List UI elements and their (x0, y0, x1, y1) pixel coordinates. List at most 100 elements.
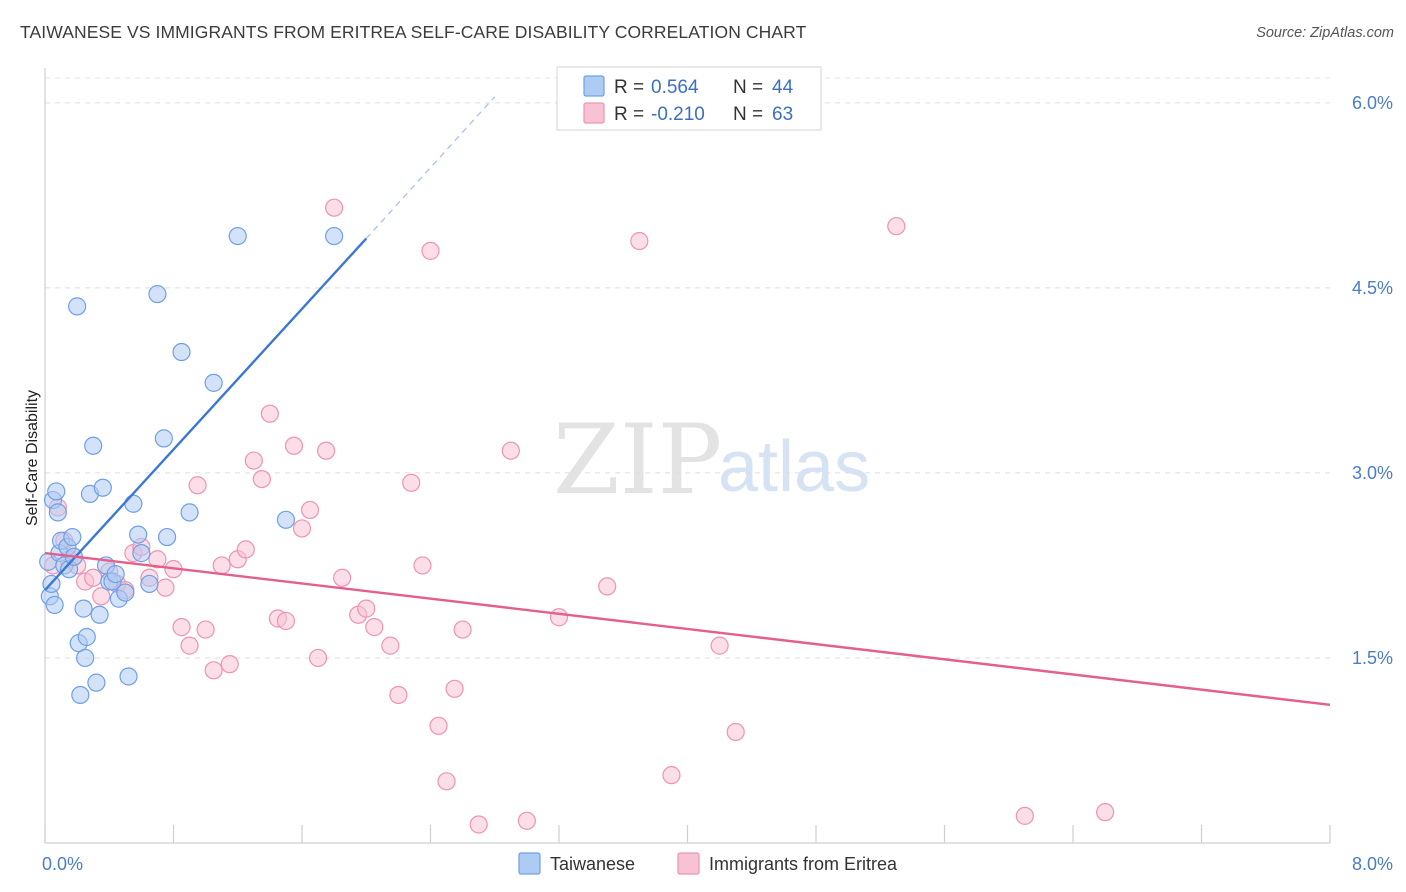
taiwanese-point (116, 583, 135, 602)
taiwanese-point (48, 503, 67, 522)
eritrea-point (453, 620, 472, 639)
taiwanese-point (129, 525, 148, 544)
bottom-legend: Taiwanese Immigrants from Eritrea (518, 852, 898, 875)
eritrea-point (252, 469, 271, 489)
taiwanese-trend-line (44, 237, 368, 591)
x-tick-label: 0.0% (42, 854, 83, 874)
taiwanese-trend-extension (365, 96, 496, 239)
taiwanese-point (180, 503, 199, 522)
eritrea-point (630, 231, 649, 251)
legend-n-label: N = (733, 77, 763, 98)
legend-r-value: -0.210 (651, 104, 705, 125)
legend-n-value: 63 (772, 104, 793, 125)
taiwanese-point (132, 544, 151, 563)
legend-r-label: R = (614, 77, 644, 98)
eritrea-point (469, 815, 488, 834)
taiwanese-point (276, 510, 296, 529)
taiwanese-point (204, 373, 223, 392)
legend: R = 0.564 N = 44 R = -0.210 N = 63 (556, 66, 822, 131)
eritrea-point (389, 685, 408, 705)
eritrea-point (365, 618, 384, 637)
taiwanese-point (84, 436, 103, 455)
y-tick-label: 6.0% (1352, 93, 1393, 113)
eritrea-point (445, 679, 464, 698)
eritrea-point (549, 608, 569, 627)
y-tick-label: 4.5% (1352, 278, 1393, 298)
legend-r-label: R = (614, 104, 644, 125)
eritrea-point (413, 556, 432, 575)
taiwanese-point (172, 342, 191, 362)
taiwanese-point (74, 599, 93, 618)
eritrea-point (325, 198, 344, 217)
taiwanese-point (154, 429, 173, 448)
taiwanese-point (106, 564, 125, 584)
eritrea-point (357, 599, 376, 618)
eritrea-point (1096, 803, 1115, 822)
eritrea-point (381, 636, 400, 655)
eritrea-trend-line (44, 551, 1331, 707)
eritrea-point (84, 568, 103, 587)
axes (44, 68, 1331, 844)
source-credit: Source: ZipAtlas.com (1256, 25, 1394, 41)
bottom-legend-label-eritrea: Immigrants from Eritrea (709, 854, 898, 874)
eritrea-point (316, 441, 336, 460)
eritrea-point (148, 550, 167, 569)
eritrea-point (300, 500, 320, 520)
eritrea-point (196, 620, 215, 639)
legend-swatch (583, 102, 605, 124)
taiwanese-point (68, 297, 87, 316)
eritrea-point (260, 404, 279, 423)
bottom-legend-label-taiwanese: Taiwanese (550, 854, 635, 874)
legend-n-label: N = (733, 104, 763, 125)
legend-swatch (583, 75, 605, 97)
x-tick-label: 8.0% (1352, 854, 1393, 874)
watermark: ZIP atlas (553, 404, 870, 516)
taiwanese-point (157, 527, 177, 547)
eritrea-point (887, 217, 906, 236)
eritrea-point (726, 722, 745, 742)
eritrea-point (710, 636, 729, 655)
taiwanese-point (71, 685, 90, 705)
trend-lines (44, 96, 1331, 707)
eritrea-point (188, 476, 207, 495)
eritrea-point (156, 578, 175, 597)
eritrea-point (276, 611, 296, 631)
y-tick-label: 3.0% (1352, 463, 1393, 483)
eritrea-point (180, 636, 199, 655)
taiwanese-point (87, 673, 106, 692)
watermark-zip: ZIP (553, 404, 722, 516)
eritrea-point (437, 772, 456, 791)
taiwanese-point (77, 627, 96, 647)
y-tick-labels: 1.5% 3.0% 4.5% 6.0% (1352, 93, 1393, 668)
taiwanese-point (325, 226, 344, 246)
eritrea-point (212, 556, 231, 575)
eritrea-point (402, 473, 421, 492)
taiwanese-point (76, 648, 95, 668)
taiwanese-point (90, 605, 109, 624)
taiwanese-point (140, 574, 159, 594)
x-tick-labels: 0.0% 8.0% (42, 854, 1393, 874)
eritrea-point (333, 568, 352, 587)
legend-r-value: 0.564 (651, 77, 699, 98)
eritrea-point (292, 519, 312, 538)
eritrea-point (517, 811, 536, 830)
eritrea-point (429, 716, 448, 735)
eritrea-point (421, 241, 440, 260)
y-tick-label: 1.5% (1352, 648, 1393, 668)
taiwanese-point (45, 595, 64, 615)
eritrea-point (92, 587, 111, 606)
eritrea-point (220, 655, 239, 674)
bottom-legend-swatch-eritrea (677, 852, 700, 875)
taiwanese-point (124, 494, 143, 513)
eritrea-point (308, 648, 328, 668)
gridlines (45, 77, 1330, 659)
eritrea-point (172, 618, 191, 637)
legend-n-value: 44 (772, 77, 794, 98)
eritrea-point (598, 577, 617, 596)
taiwanese-point (119, 667, 138, 686)
eritrea-point (204, 661, 223, 680)
eritrea-point (501, 441, 520, 460)
bottom-legend-swatch-taiwanese (518, 852, 541, 875)
data-points (39, 198, 1115, 834)
